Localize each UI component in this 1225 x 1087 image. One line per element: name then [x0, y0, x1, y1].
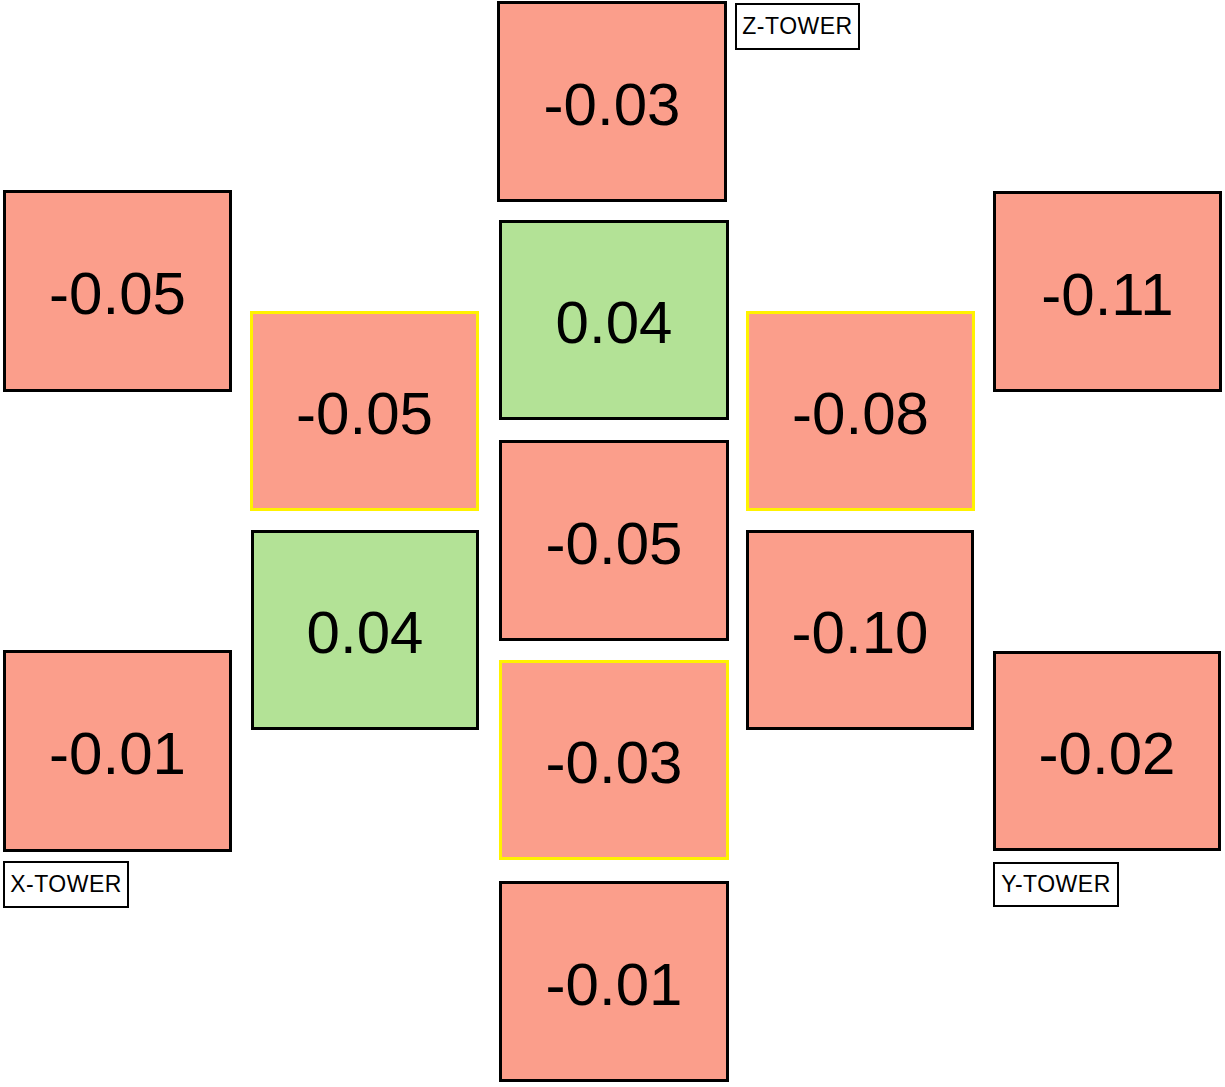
cell-bottom-outer: -0.01	[499, 881, 729, 1082]
cell-value: -0.05	[296, 384, 433, 444]
cell-left-bottom: -0.01	[3, 650, 232, 852]
y-tower-label: Y-TOWER	[993, 862, 1119, 907]
cell-right-top: -0.11	[993, 191, 1222, 392]
cell-value: -0.10	[792, 603, 929, 663]
x-tower-label: X-TOWER	[3, 861, 129, 908]
cell-value: -0.08	[792, 384, 929, 444]
cell-right-upper-mid: -0.08	[746, 311, 975, 511]
cell-top-inner: 0.04	[499, 220, 729, 420]
cell-left-upper-mid: -0.05	[250, 311, 479, 511]
cell-bottom-inner: -0.03	[499, 660, 729, 860]
cell-value: -0.05	[49, 264, 186, 324]
cell-value: -0.03	[546, 733, 683, 793]
cell-value: -0.01	[49, 724, 186, 784]
cell-right-bottom: -0.02	[993, 651, 1221, 851]
cell-value: -0.11	[1041, 265, 1173, 325]
bed-level-visualization: -0.03 0.04 -0.05 -0.03 -0.01 -0.05 -0.05…	[0, 0, 1225, 1087]
cell-middle: -0.05	[499, 440, 729, 641]
cell-right-lower-mid: -0.10	[746, 530, 974, 730]
z-tower-label: Z-TOWER	[735, 3, 860, 50]
cell-value: -0.01	[546, 955, 683, 1015]
cell-value: -0.03	[544, 75, 681, 135]
cell-value: 0.04	[307, 603, 424, 663]
cell-left-lower-mid: 0.04	[251, 530, 479, 730]
cell-value: -0.02	[1039, 724, 1176, 784]
cell-value: -0.05	[546, 514, 683, 574]
cell-value: 0.04	[556, 293, 673, 353]
cell-top-outer: -0.03	[497, 1, 727, 202]
cell-left-top: -0.05	[3, 190, 232, 392]
